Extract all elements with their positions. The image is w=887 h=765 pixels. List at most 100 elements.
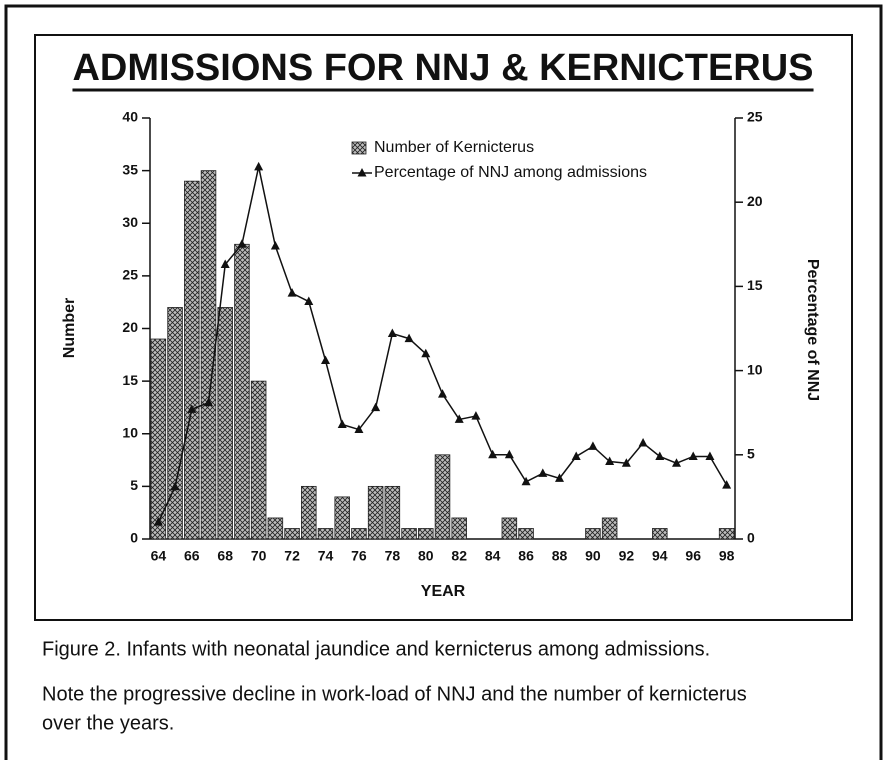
x-tick-label: 70 <box>251 548 267 564</box>
x-tick-label: 88 <box>552 548 568 564</box>
marker <box>220 259 230 269</box>
marker <box>454 414 464 423</box>
marker <box>337 419 347 428</box>
marker <box>588 441 598 450</box>
bar <box>250 380 267 540</box>
y2-tick-label: 20 <box>747 193 763 209</box>
legend-label: Number of Kernicterus <box>374 139 534 156</box>
marker <box>204 397 213 407</box>
x-tick-label: 78 <box>385 548 401 564</box>
x-tick-label: 72 <box>284 548 300 564</box>
marker <box>371 402 381 412</box>
marker <box>471 411 481 420</box>
bar <box>401 528 417 540</box>
marker <box>187 404 197 413</box>
bar <box>334 496 350 540</box>
y-tick-label: 25 <box>122 267 138 283</box>
marker <box>304 296 314 306</box>
y-tick-label: 20 <box>122 319 138 335</box>
y-tick-label: 5 <box>130 477 138 493</box>
y-tick-label: 10 <box>122 424 138 440</box>
marker <box>354 424 364 434</box>
chart-title: ADMISSIONS FOR NNJ & KERNICTERUS <box>72 47 813 89</box>
bar <box>167 307 183 540</box>
bar <box>234 243 250 540</box>
outer-frame <box>4 4 883 765</box>
marker <box>555 473 564 482</box>
marker <box>153 517 163 526</box>
bar <box>418 528 434 540</box>
y2-tick-label: 0 <box>747 530 755 546</box>
legend-swatch <box>351 141 367 155</box>
bar <box>217 307 233 540</box>
bar <box>518 528 534 540</box>
marker <box>287 288 297 297</box>
bar <box>451 517 467 540</box>
x-tick-label: 92 <box>619 548 635 564</box>
x-tick-label: 98 <box>719 548 735 564</box>
marker <box>404 333 414 343</box>
y-tick-label: 40 <box>122 109 138 125</box>
marker <box>605 456 615 466</box>
y2-tick-label: 25 <box>747 109 763 125</box>
bar <box>301 485 317 540</box>
bar <box>184 180 200 540</box>
marker <box>538 468 548 477</box>
y-tick-label: 30 <box>122 214 138 230</box>
legend-label: Percentage of NNJ among admissions <box>374 164 647 181</box>
marker <box>387 328 397 338</box>
y2-tick-label: 5 <box>747 446 755 462</box>
marker <box>621 458 631 467</box>
x-tick-label: 80 <box>418 548 434 564</box>
x-tick-label: 74 <box>318 548 334 564</box>
bar <box>384 485 401 540</box>
marker <box>688 451 698 460</box>
x-axis-title: YEAR <box>421 583 466 600</box>
marker <box>672 458 681 467</box>
marker <box>421 348 431 358</box>
marker <box>254 161 264 171</box>
bar <box>652 528 668 540</box>
marker <box>488 449 498 459</box>
x-tick-label: 86 <box>518 548 534 564</box>
x-tick-label: 66 <box>184 548 200 564</box>
x-tick-label: 64 <box>151 548 167 564</box>
x-tick-label: 96 <box>685 548 701 564</box>
y-tick-label: 35 <box>122 161 138 177</box>
bar <box>501 517 518 540</box>
x-tick-label: 94 <box>652 548 668 564</box>
marker <box>321 355 330 364</box>
marker <box>722 480 732 489</box>
legend-marker <box>357 168 367 177</box>
bar <box>585 528 601 540</box>
bar <box>601 517 618 540</box>
marker <box>638 438 648 447</box>
marker <box>571 451 581 460</box>
bar <box>434 454 451 540</box>
bar <box>200 170 217 540</box>
x-tick-label: 90 <box>585 548 601 564</box>
marker <box>705 451 715 460</box>
bar <box>367 485 384 540</box>
y2-tick-label: 15 <box>747 277 763 293</box>
bar <box>317 528 334 540</box>
x-tick-label: 82 <box>451 548 467 564</box>
y2-axis-title: Percentage of NNJ <box>804 259 821 401</box>
y-axis-title: Number <box>61 298 78 358</box>
bar <box>284 528 300 540</box>
marker <box>237 239 247 248</box>
marker <box>170 481 180 491</box>
marker <box>438 389 447 398</box>
marker <box>655 451 665 460</box>
y2-tick-label: 10 <box>747 361 763 377</box>
y-tick-label: 0 <box>130 530 138 546</box>
caption: over the years. <box>42 712 174 734</box>
caption: Figure 2. Infants with neonatal jaundice… <box>42 638 710 660</box>
y-tick-label: 15 <box>122 372 138 388</box>
x-tick-label: 68 <box>217 548 233 564</box>
bar <box>150 338 167 540</box>
marker <box>504 449 514 459</box>
chart-frame <box>34 34 853 621</box>
bar <box>718 528 735 540</box>
